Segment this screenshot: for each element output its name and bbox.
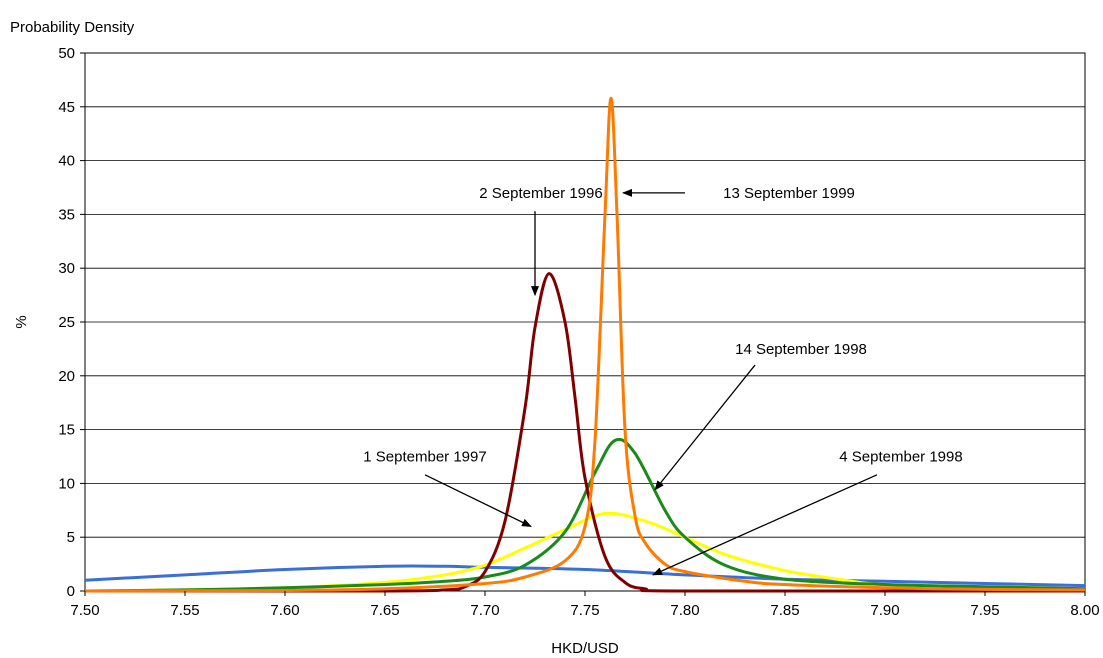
y-tick-label: 10 xyxy=(58,475,75,492)
y-tick-label: 35 xyxy=(58,206,75,223)
x-tick-label: 7.70 xyxy=(470,602,499,619)
annotations: 2 September 1996 13 September 1999 14 Sept… xyxy=(363,185,963,576)
x-tick-label: 7.50 xyxy=(70,602,99,619)
annotation-arrow xyxy=(654,364,756,491)
x-tick-label: 7.75 xyxy=(570,602,599,619)
x-tick-label: 7.95 xyxy=(970,602,999,619)
y-tick-label: 40 xyxy=(58,153,75,170)
series-line-4 xyxy=(85,272,1085,593)
y-tick-label: 30 xyxy=(58,260,75,277)
y-tick-label: 0 xyxy=(67,583,75,600)
tick-labels: 0 5 10 15 20 25 30 35 40 45 50 7.50 7.55 7.60 7.65 7.70… xyxy=(58,45,1099,619)
y-tick-label: 5 xyxy=(67,529,75,546)
series-line-1 xyxy=(84,564,1086,588)
annotation-label: 14 September 1998 xyxy=(735,341,867,358)
x-tick-label: 7.60 xyxy=(270,602,299,619)
y-tick-label: 25 xyxy=(58,314,75,331)
annotation-label: 1 September 1997 xyxy=(363,449,486,466)
annotation-label: 13 September 1999 xyxy=(723,185,855,202)
y-axis-label: % xyxy=(13,315,30,328)
x-tick-label: 7.85 xyxy=(770,602,799,619)
series-line-3 xyxy=(84,437,1086,593)
annotation-label: 4 September 1998 xyxy=(839,449,962,466)
y-tick-label: 20 xyxy=(58,368,75,385)
annotation-label: 2 September 1996 xyxy=(479,185,602,202)
series-layer xyxy=(84,96,1086,593)
y-axis-top-label: Probability Density xyxy=(10,19,135,36)
x-axis-label: HKD/USD xyxy=(551,640,619,657)
x-tick-label: 7.90 xyxy=(870,602,899,619)
x-tick-label: 7.65 xyxy=(370,602,399,619)
y-tick-label: 50 xyxy=(58,45,75,62)
series-line-5 xyxy=(84,96,1086,593)
y-tick-label: 15 xyxy=(58,422,75,439)
x-tick-label: 8.00 xyxy=(1070,602,1099,619)
annotation-arrow xyxy=(652,474,878,576)
grid-lines xyxy=(85,106,1085,538)
x-tick-label: 7.55 xyxy=(170,602,199,619)
annotation-arrow xyxy=(424,474,532,528)
y-tick-label: 45 xyxy=(58,99,75,116)
x-tick-label: 7.80 xyxy=(670,602,699,619)
